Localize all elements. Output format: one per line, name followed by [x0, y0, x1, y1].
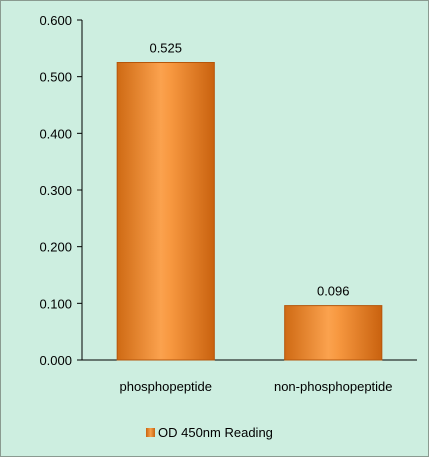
- legend-label: OD 450nm Reading: [158, 424, 273, 440]
- data-labels: 0.525 0.096: [149, 41, 349, 299]
- x-axis-categories: phosphopeptide non-phosphopeptide: [119, 379, 392, 394]
- y-tick-label: 0.300: [39, 183, 72, 198]
- y-tick-label: 0.500: [39, 70, 72, 85]
- bars: [116, 62, 383, 361]
- y-tick-label: 0.200: [39, 240, 72, 255]
- legend: OD 450nm Reading: [146, 424, 273, 440]
- x-category-label: non-phosphopeptide: [274, 379, 393, 394]
- y-axis-ticks: 0.000 0.100 0.200 0.300 0.400 0.500 0.600: [39, 13, 82, 368]
- data-label-phosphopeptide: 0.525: [149, 41, 182, 56]
- bar-phosphopeptide: [116, 62, 215, 361]
- y-tick-label: 0.100: [39, 296, 72, 311]
- bar-non-phosphopeptide: [284, 305, 383, 361]
- x-category-label: phosphopeptide: [119, 379, 212, 394]
- y-tick-label: 0.000: [39, 353, 72, 368]
- y-tick-label: 0.400: [39, 126, 72, 141]
- y-tick-label: 0.600: [39, 13, 72, 28]
- data-label-non-phosphopeptide: 0.096: [317, 284, 350, 299]
- legend-swatch: [146, 427, 155, 437]
